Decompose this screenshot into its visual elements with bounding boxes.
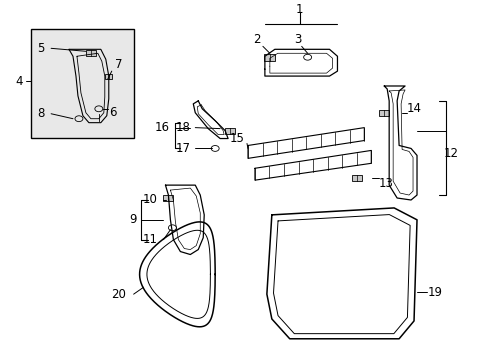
Bar: [379, 110, 388, 116]
Bar: [86, 50, 96, 56]
Text: 19: 19: [427, 286, 442, 299]
Bar: [163, 195, 173, 201]
Text: 20: 20: [111, 288, 126, 301]
Text: 11: 11: [143, 233, 158, 246]
Text: 12: 12: [443, 147, 457, 160]
Bar: [105, 73, 112, 78]
Text: 2: 2: [253, 33, 260, 46]
Bar: [224, 128, 235, 134]
Text: 8: 8: [38, 107, 45, 120]
Bar: [352, 175, 362, 181]
Text: 7: 7: [115, 58, 122, 71]
Bar: [264, 54, 275, 61]
Text: 14: 14: [406, 102, 421, 115]
FancyBboxPatch shape: [31, 30, 133, 138]
Text: 3: 3: [293, 33, 301, 46]
Text: 18: 18: [176, 121, 190, 134]
Text: 1: 1: [295, 3, 303, 16]
Text: 17: 17: [176, 142, 190, 155]
Text: 6: 6: [109, 106, 116, 119]
Text: 15: 15: [229, 132, 244, 145]
Text: 10: 10: [143, 193, 158, 207]
Text: 9: 9: [129, 213, 136, 226]
Text: 16: 16: [155, 121, 170, 134]
Text: 5: 5: [38, 42, 45, 55]
Text: 4: 4: [16, 75, 23, 87]
Text: 13: 13: [378, 177, 393, 190]
